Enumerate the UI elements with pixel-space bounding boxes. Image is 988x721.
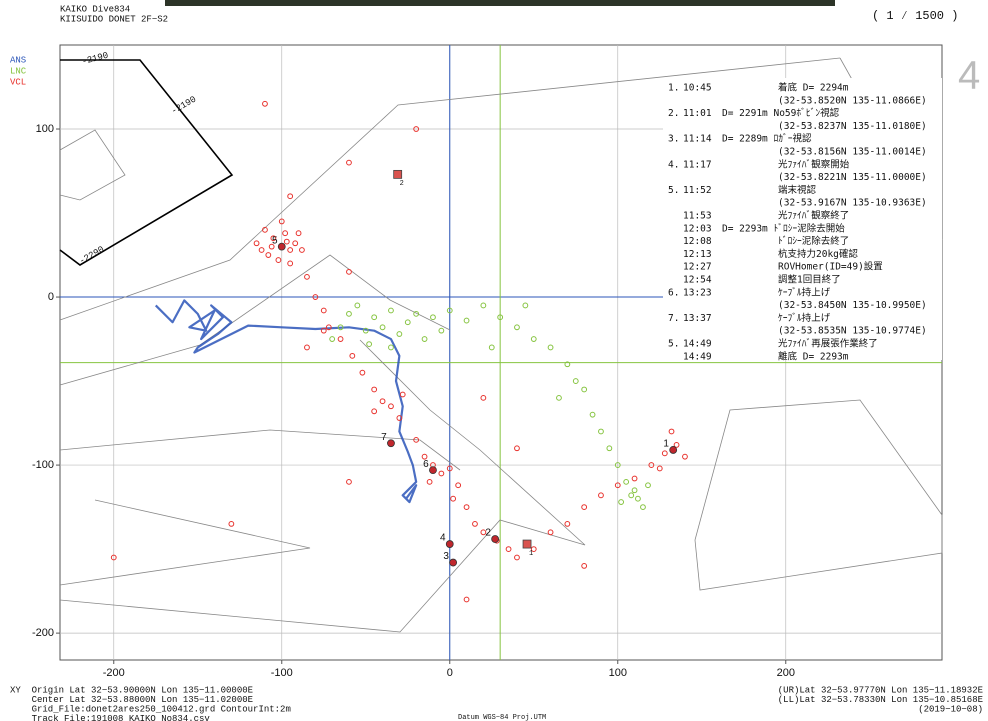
footer-text: XY Origin Lat 32−53.90000N Lon 135−11.00… <box>10 685 253 695</box>
log-coord: (32-53.8156N 135-11.0014E) <box>778 147 927 158</box>
y-tick-label: 0 <box>48 291 54 303</box>
sample-marker <box>394 170 402 178</box>
log-time: 12:13 <box>683 249 712 260</box>
footer-text: (UR)Lat 32−53.97770N Lon 135−11.18932E <box>778 685 983 695</box>
y-tick-label: 100 <box>36 123 54 135</box>
log-text: 杭支持力20kg確認 <box>778 248 858 260</box>
legend-label: ANS <box>10 55 26 65</box>
footer-text: (LL)Lat 32−53.78330N Lon 135−10.85168E <box>778 695 983 705</box>
log-number: 3. <box>668 134 679 145</box>
y-tick-label: -100 <box>32 459 54 471</box>
log-number: 7. <box>668 313 679 324</box>
legend-label: LNC <box>10 66 27 76</box>
station-label: 4 <box>440 533 446 544</box>
log-number: 5. <box>668 185 679 196</box>
log-time: 14:49 <box>683 351 712 362</box>
log-time: 11:52 <box>683 185 712 196</box>
footer-text: Datum WGS−84 Proj.UTM <box>458 714 546 721</box>
station-label: 6 <box>423 459 429 470</box>
log-time: 14:49 <box>683 339 712 350</box>
log-number: 6. <box>668 287 679 298</box>
log-coord: (32-53.8237N 135-11.0180E) <box>778 121 927 132</box>
station-label: 1 <box>663 439 669 450</box>
log-coord: (32-53.9167N 135-10.9363E) <box>778 198 927 209</box>
y-tick-label: -200 <box>32 627 54 639</box>
log-time: 12:54 <box>683 275 712 286</box>
station-marker <box>429 467 436 474</box>
log-time: 11:17 <box>683 159 712 170</box>
log-coord: (32-53.8535N 135-10.9774E) <box>778 326 927 337</box>
footer-text: (2019−10−08) <box>918 704 983 714</box>
log-text: ﾄﾞﾛｼｰ泥除去終了 <box>778 235 849 247</box>
log-text: ｹｰﾌﾞﾙ持上げ <box>778 286 831 298</box>
footer: XY Origin Lat 32−53.90000N Lon 135−11.00… <box>10 685 983 721</box>
chart-subtitle: KIISUIDO DONET 2F−S2 <box>60 14 168 24</box>
x-tick-label: -100 <box>271 667 293 679</box>
log-text: D= 2289m ﾛｶﾞｰ視認 <box>722 133 812 145</box>
scale-label: ( 1 ⁄ 1500 ) <box>872 9 958 23</box>
station-marker <box>278 243 285 250</box>
log-time: 13:37 <box>683 313 712 324</box>
log-time: 12:27 <box>683 262 712 273</box>
chart: KAIKO Dive834 KIISUIDO DONET 2F−S2 ( 1 ⁄… <box>0 0 988 721</box>
x-tick-label: 0 <box>447 667 453 679</box>
x-tick-label: 100 <box>609 667 627 679</box>
log-time: 13:23 <box>683 287 712 298</box>
log-number: 1. <box>668 83 679 94</box>
log-coord: (32-53.8450N 135-10.9950E) <box>778 300 927 311</box>
log-text: 光ﾌｧｲﾊﾞ観察開始 <box>778 158 850 170</box>
station-marker <box>446 541 453 548</box>
station-label: 5 <box>272 235 278 246</box>
chart-title: KAIKO Dive834 <box>60 4 130 14</box>
legend: ANSLNCVCL <box>10 55 27 87</box>
log-time: 12:08 <box>683 236 712 247</box>
log-text: D= 2293m ﾄﾞﾛｼｰ泥除去開始 <box>722 222 845 234</box>
log-text: 端末視認 <box>778 184 817 196</box>
video-strip <box>165 0 835 6</box>
x-tick-label: -200 <box>103 667 125 679</box>
log-coord: (32-53.8520N 135-11.0866E) <box>778 95 927 106</box>
corner-mark: 4 <box>958 54 980 98</box>
station-marker <box>670 446 677 453</box>
station-marker <box>387 440 394 447</box>
log-text: 調整1回目終了 <box>778 274 841 286</box>
log-time: 10:45 <box>683 83 712 94</box>
legend-label: VCL <box>10 77 26 87</box>
log-time: 11:01 <box>683 108 712 119</box>
log-text: 着底 D= 2294m <box>778 82 849 94</box>
log-text: 光ﾌｧｲﾊﾞ観察終了 <box>778 210 849 222</box>
log-coord: (32-53.8221N 135-11.0000E) <box>778 172 927 183</box>
footer-text: Grid_File:donet2ares250_100412.grd Conto… <box>10 704 291 714</box>
log-number: 4. <box>668 159 679 170</box>
log-text: ROVHomer(ID=49)設置 <box>778 261 883 273</box>
log-text: 光ﾌｧｲﾊﾞ再展張作業終了 <box>778 338 878 350</box>
station-label: 7 <box>381 432 387 443</box>
sample-label: 1 <box>529 550 533 558</box>
log-time: 12:03 <box>683 223 712 234</box>
station-marker <box>450 559 457 566</box>
log-text: D= 2291m No59ﾎﾞﾋﾞﾝ視認 <box>722 107 840 119</box>
footer-text: Center Lat 32−53.88000N Lon 135−11.02000… <box>10 695 253 705</box>
station-label: 3 <box>443 551 449 562</box>
x-tick-label: 200 <box>777 667 795 679</box>
station-marker <box>492 536 499 543</box>
log-time: 11:53 <box>683 211 712 222</box>
log-number: 2. <box>668 108 679 119</box>
sample-label: 2 <box>400 180 404 188</box>
log-number: 5. <box>668 339 679 350</box>
footer-text: Track_File:191008_KAIKO_No834.csv <box>10 714 210 721</box>
log-text: ｹｰﾌﾞﾙ持上げ <box>778 312 831 324</box>
sample-marker <box>523 540 531 548</box>
log-time: 11:14 <box>683 134 712 145</box>
log-text: 離底 D= 2293m <box>778 350 849 362</box>
station-label: 2 <box>485 528 491 539</box>
